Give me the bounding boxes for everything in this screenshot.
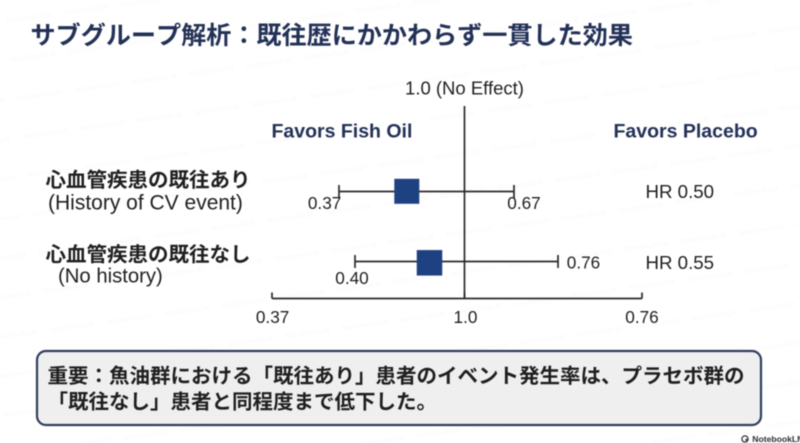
svg-text:0.37: 0.37 bbox=[256, 307, 289, 327]
svg-text:0.37: 0.37 bbox=[308, 193, 341, 213]
svg-text:0.76: 0.76 bbox=[625, 307, 658, 327]
svg-text:(No history): (No history) bbox=[58, 266, 163, 288]
svg-text:NotebookLM: NotebookLM bbox=[752, 434, 800, 443]
svg-text:1.0: 1.0 bbox=[454, 307, 478, 327]
svg-text:0.67: 0.67 bbox=[507, 193, 540, 213]
svg-text:(History of CV event): (History of CV event) bbox=[48, 192, 243, 215]
svg-text:0.76: 0.76 bbox=[567, 252, 600, 272]
svg-text:1.0 (No Effect): 1.0 (No Effect) bbox=[405, 78, 524, 99]
svg-text:0.40: 0.40 bbox=[335, 268, 368, 288]
svg-text:Favors Placebo: Favors Placebo bbox=[614, 121, 758, 143]
svg-text:Favors Fish Oil: Favors Fish Oil bbox=[272, 121, 413, 143]
svg-text:HR 0.50: HR 0.50 bbox=[646, 181, 715, 202]
svg-text:HR 0.55: HR 0.55 bbox=[646, 252, 715, 273]
